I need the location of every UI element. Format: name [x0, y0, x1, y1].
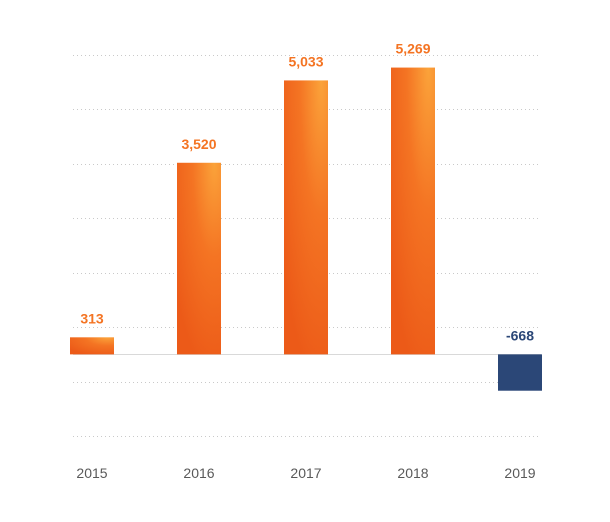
bar-2018: [391, 67, 435, 355]
bars: [70, 67, 542, 391]
value-label-2019: -668: [506, 327, 534, 343]
x-tick-label-2016: 2016: [183, 465, 214, 481]
bar-2016: [177, 162, 221, 355]
value-label-2016: 3,520: [181, 136, 216, 152]
x-axis-tick-labels: 2015 2016 2017 2018 2019: [76, 465, 535, 481]
value-label-2015: 313: [80, 310, 104, 326]
value-label-2018: 5,269: [395, 41, 430, 57]
value-label-2017: 5,033: [288, 53, 323, 69]
value-labels: 313 3,520 5,033 5,269 -668: [80, 41, 534, 344]
x-tick-label-2018: 2018: [397, 465, 428, 481]
bar-2015: [70, 337, 114, 355]
grid-lines: [73, 55, 541, 437]
x-tick-label-2017: 2017: [290, 465, 321, 481]
x-tick-label-2019: 2019: [504, 465, 535, 481]
bar-2019: [498, 354, 542, 391]
bar-2017: [284, 80, 328, 355]
x-tick-label-2015: 2015: [76, 465, 107, 481]
